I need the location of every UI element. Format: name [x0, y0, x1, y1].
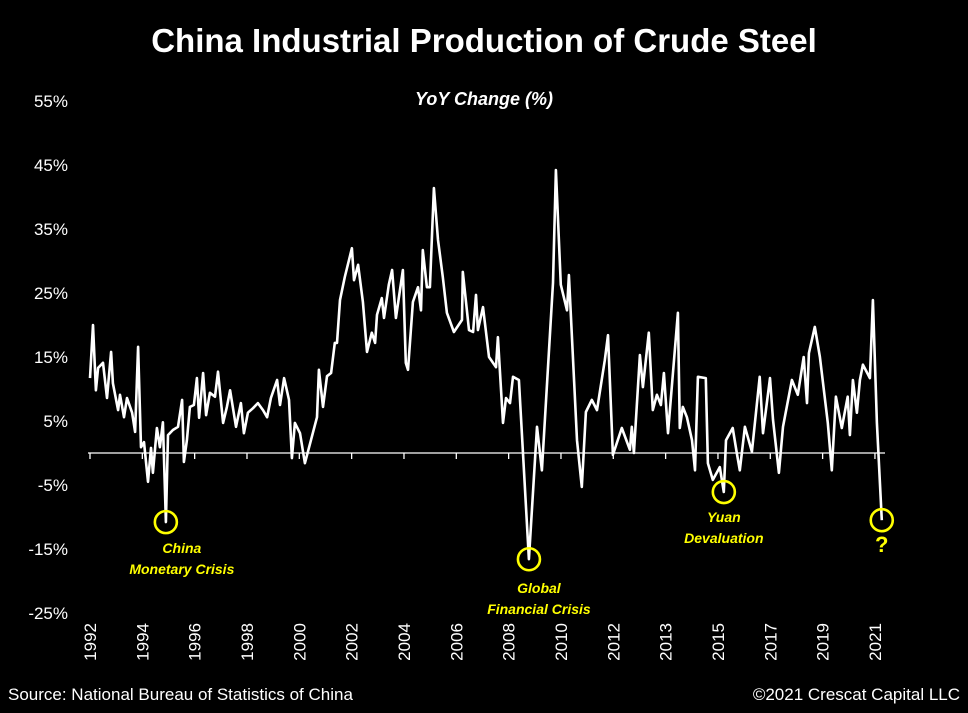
x-tick-label: 2010: [552, 623, 571, 661]
series-line: [88, 168, 884, 561]
annotation-label: Yuan: [707, 509, 741, 525]
series-layer: [88, 168, 884, 561]
y-tick-label: 35%: [34, 220, 68, 239]
x-tick-label: 2019: [814, 623, 833, 661]
annotation-circle: [153, 509, 179, 535]
annotation-label: Financial Crisis: [487, 601, 591, 617]
x-tick-label: 2017: [761, 623, 780, 661]
chart-subtitle: YoY Change (%): [414, 89, 553, 109]
x-tick-label: 2013: [657, 623, 676, 661]
annotations-layer: China Monetary Crisis Global Financial Cris…: [129, 479, 895, 617]
y-tick-label: -5%: [38, 476, 68, 495]
x-tick-label: 2006: [447, 623, 466, 661]
x-tick-label: 2012: [604, 623, 623, 661]
x-tick-label: 1996: [186, 623, 205, 661]
x-tick-label: 2015: [709, 623, 728, 661]
chart-title: China Industrial Production of Crude Ste…: [151, 22, 817, 59]
annotation-label: Devaluation: [684, 530, 763, 546]
source-note: Source: National Bureau of Statistics of…: [8, 685, 353, 704]
annotation-label: China: [162, 540, 201, 556]
x-tick-label: 1992: [81, 623, 100, 661]
y-axis-ticks: 55% 45% 35% 25% 15% 5% -5% -15% -25%: [28, 92, 68, 623]
y-tick-label: 15%: [34, 348, 68, 367]
annotation-label: Monetary Crisis: [129, 561, 234, 577]
y-tick-label: 45%: [34, 156, 68, 175]
y-tick-label: 5%: [43, 412, 68, 431]
annotation-label: ?: [875, 532, 888, 557]
x-tick-label: 2002: [343, 623, 362, 661]
x-tick-label: 2000: [290, 623, 309, 661]
annotation-circle: [869, 507, 895, 533]
x-tick-label: 1998: [238, 623, 257, 661]
copyright-note: ©2021 Crescat Capital LLC: [752, 685, 960, 704]
x-tick-label: 2004: [395, 623, 414, 661]
annotation-circle: [711, 479, 737, 505]
annotation-label: Global: [517, 580, 562, 596]
y-tick-label: 55%: [34, 92, 68, 111]
x-tick-label: 2021: [866, 623, 885, 661]
x-axis: 1992 1994 1996 1998 2000 2002 2004 2006 2008 2010…: [81, 452, 885, 661]
x-tick-label: 2008: [500, 623, 519, 661]
x-tick-label: 1994: [133, 623, 152, 661]
annotation-circle: [516, 546, 542, 572]
y-tick-label: 25%: [34, 284, 68, 303]
y-tick-label: -15%: [28, 540, 68, 559]
y-tick-label: -25%: [28, 604, 68, 623]
